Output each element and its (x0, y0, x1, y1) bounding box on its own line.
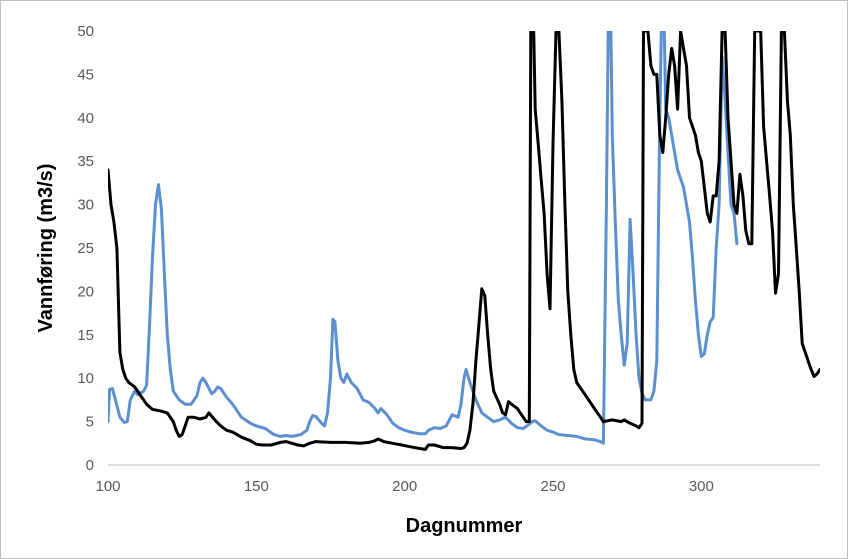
x-tick-label: 250 (540, 478, 565, 495)
series-line-1 (108, 31, 739, 445)
y-tick-label: 35 (77, 153, 94, 170)
series-line-2 (108, 31, 820, 451)
y-tick-label: 30 (77, 197, 94, 214)
y-tick-label: 0 (86, 457, 94, 474)
y-tick-label: 25 (77, 240, 94, 257)
series-layer (108, 31, 820, 451)
x-tick-label: 200 (392, 478, 417, 495)
y-tick-label: 45 (77, 66, 94, 83)
y-tick-label: 5 (86, 414, 94, 431)
y-tick-label: 40 (77, 110, 94, 127)
x-tick-labels: 100 150 200 250 300 (95, 478, 713, 495)
y-tick-label: 15 (77, 327, 94, 344)
y-axis-title: Vannføring (m3/s) (35, 164, 57, 333)
x-tick-label: 100 (95, 478, 120, 495)
y-tick-label: 50 (77, 23, 94, 40)
y-tick-label: 20 (77, 283, 94, 300)
x-tick-label: 300 (689, 478, 714, 495)
y-tick-labels: 0 5 10 15 20 25 30 35 40 45 50 (77, 23, 94, 474)
y-tick-label: 10 (77, 370, 94, 387)
x-axis-title: Dagnummer (406, 515, 523, 537)
x-tick-label: 150 (244, 478, 269, 495)
